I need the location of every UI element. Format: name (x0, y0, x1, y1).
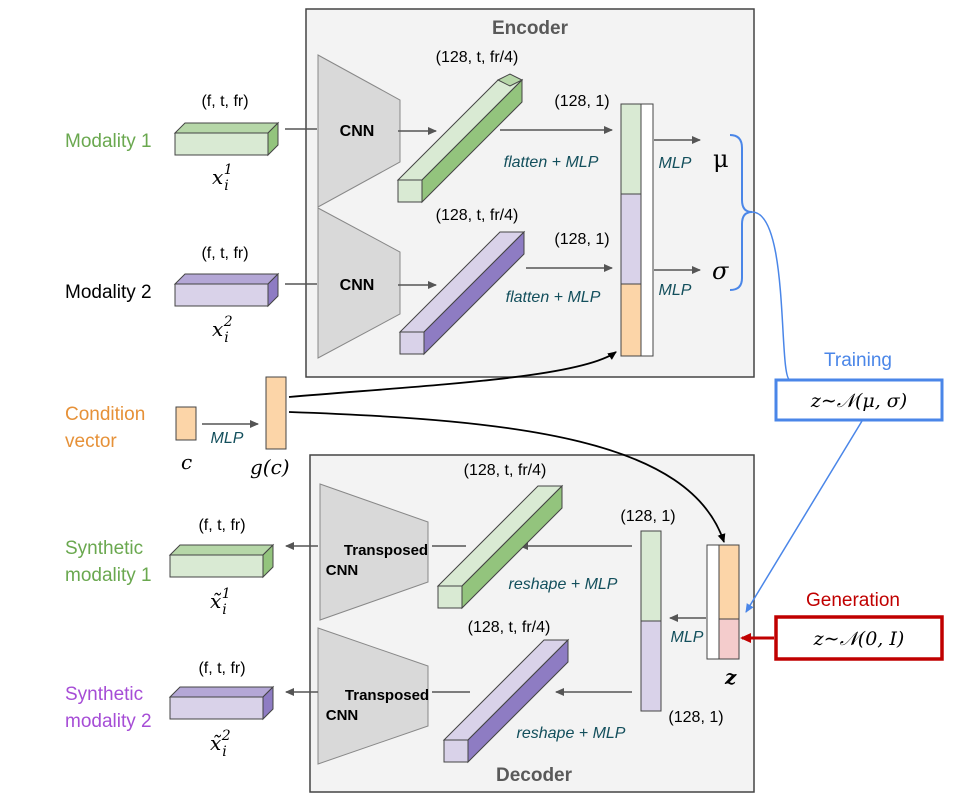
synthetic-1-line1: Synthetic (65, 538, 143, 559)
decoder-feature-1: (128, t, fr/4) (436, 462, 564, 610)
svg-text:CNN: CNN (326, 562, 359, 579)
gc-vector (265, 376, 287, 450)
svg-text:Transposed: Transposed (344, 542, 428, 559)
mlp-sigma-label: MLP (659, 282, 692, 299)
c-vector (175, 406, 197, 441)
encoder-title: Encoder (492, 18, 569, 39)
input-tensor-1 (174, 132, 269, 156)
x-tilde-2-symbol: x̃i2 (210, 728, 231, 760)
encoder-vec-1-dim: (128, 1) (554, 93, 609, 110)
z-symbol: z (724, 665, 737, 689)
output-2-dim: (f, t, fr) (198, 660, 245, 677)
reshape-mlp-1: reshape + MLP (509, 576, 618, 593)
encoder-cnn-2: CNN (317, 207, 401, 359)
decoder-mlp-label: MLP (671, 629, 704, 646)
svg-text:CNN: CNN (340, 277, 375, 294)
encoder-concat-vector (620, 103, 654, 357)
decoder-vec-top-dim: (128, 1) (620, 508, 675, 525)
encoder-feature-2-dim: (128, t, fr/4) (436, 207, 519, 224)
synthetic-2-line2: modality 2 (65, 711, 152, 732)
svg-text:CNN: CNN (340, 123, 375, 140)
gc-symbol: g(c) (250, 455, 290, 479)
input-modality-1: Modality 1 (f, t, fr) xi1 (65, 93, 280, 194)
output-modality-2: Synthetic modality 2 (f, t, fr) x̃i2 (65, 660, 275, 760)
input-1-dim: (f, t, fr) (201, 93, 248, 110)
svg-text:CNN: CNN (326, 707, 359, 724)
encoder-vec-2-dim: (128, 1) (554, 231, 609, 248)
decoder-vec-bottom-dim: (128, 1) (668, 709, 723, 726)
encoder-feature-1-dim: (128, t, fr/4) (436, 49, 519, 66)
training-label: Training (824, 350, 892, 371)
flatten-mlp-2: flatten + MLP (506, 289, 601, 306)
synthetic-1-line2: modality 1 (65, 565, 152, 586)
reshape-mlp-2: reshape + MLP (517, 725, 626, 742)
encoder-cnn-1: CNN (317, 54, 401, 208)
modality-1-label: Modality 1 (65, 131, 152, 152)
condition-label-line1: Condition (65, 404, 145, 425)
decoder-title: Decoder (496, 765, 573, 786)
output-modality-1: Synthetic modality 1 (f, t, fr) x̃i1 (65, 517, 275, 618)
output-tensor-2 (169, 696, 264, 720)
svg-text:Transposed: Transposed (345, 687, 429, 704)
x2-symbol: xi2 (212, 314, 233, 346)
generation-box: Generation z∼𝒩(0, I) (774, 590, 944, 661)
output-1-dim: (f, t, fr) (198, 517, 245, 534)
condition-vector: Condition vector c MLP g(c) (65, 376, 290, 479)
mlp-mu-label: MLP (659, 155, 692, 172)
c-symbol: c (181, 450, 192, 474)
arrow-gc-encoder (288, 351, 617, 398)
z-vector: z (706, 544, 740, 689)
decoder-feature-2-dim: (128, t, fr/4) (468, 619, 551, 636)
training-formula: z∼𝒩(μ, σ) (810, 390, 907, 412)
bracket-to-training (751, 211, 791, 381)
arrow-training-z (745, 420, 863, 613)
x-tilde-1-symbol: x̃i1 (210, 586, 231, 618)
decoder-vector (640, 530, 662, 712)
input-modality-2: Modality 2 (f, t, fr) xi2 (65, 245, 280, 346)
generation-formula: z∼𝒩(0, I) (813, 628, 905, 650)
encoder-feature-2: (128, t, fr/4) (398, 207, 526, 356)
sigma-symbol: σ (712, 257, 729, 285)
x1-symbol: xi1 (212, 162, 233, 194)
generation-label: Generation (806, 590, 900, 611)
synthetic-2-line1: Synthetic (65, 684, 143, 705)
condition-label-line2: vector (65, 431, 117, 452)
input-tensor-2 (174, 283, 269, 307)
arrow-gc-decoder (288, 411, 726, 543)
decoder-feature-1-dim: (128, t, fr/4) (464, 462, 547, 479)
transposed-cnn-2: Transposed CNN (317, 627, 429, 765)
output-tensor-1 (169, 554, 264, 578)
modality-2-label: Modality 2 (65, 282, 152, 303)
input-2-dim: (f, t, fr) (201, 245, 248, 262)
encoder-feature-1: (128, t, fr/4) (396, 49, 524, 204)
training-box: Training z∼𝒩(μ, σ) (774, 350, 944, 422)
condition-mlp: MLP (211, 430, 244, 447)
flatten-mlp-1: flatten + MLP (504, 154, 599, 171)
decoder-feature-2: (128, t, fr/4) (442, 619, 570, 764)
transposed-cnn-1: Transposed CNN (319, 483, 429, 621)
mu-symbol: μ (713, 145, 729, 173)
